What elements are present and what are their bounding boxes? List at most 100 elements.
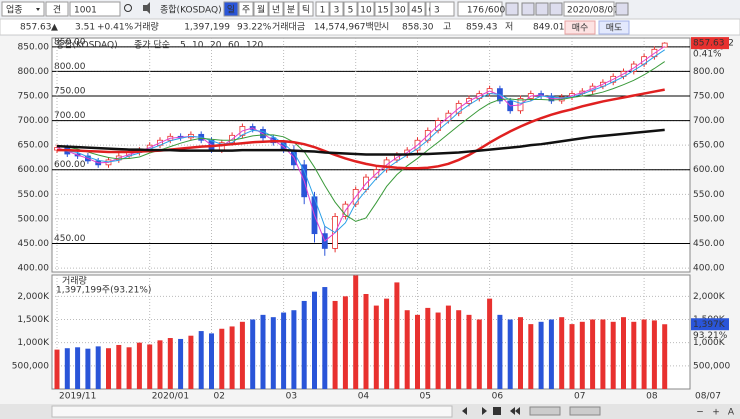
scroll-track[interactable] bbox=[51, 405, 453, 418]
y2-tick-label: 600.00 bbox=[693, 165, 725, 175]
dropdown-icon bbox=[36, 8, 40, 11]
period-label: 주 bbox=[242, 5, 250, 16]
open: 858.30 bbox=[402, 23, 434, 33]
y-tick-label: 750.00 bbox=[18, 92, 50, 102]
sell: 매도 bbox=[606, 23, 623, 34]
volume-bar bbox=[322, 287, 328, 389]
legend-subtitle: 종가 단순 bbox=[134, 40, 170, 51]
scroll-right[interactable] bbox=[482, 407, 487, 415]
x-tick-label: 06 bbox=[492, 392, 504, 402]
volume-bar bbox=[126, 347, 132, 389]
market-select[interactable] bbox=[1, 1, 45, 17]
volume-bar bbox=[353, 275, 359, 389]
code-box[interactable] bbox=[69, 1, 121, 17]
volume-bar bbox=[528, 324, 534, 389]
sell-button[interactable] bbox=[598, 20, 630, 35]
level-label: 800.00 bbox=[54, 62, 86, 72]
high-label: 고 bbox=[443, 23, 451, 33]
zoom-slider[interactable] bbox=[569, 406, 601, 416]
y2-tick-label: 750.00 bbox=[693, 92, 725, 102]
period-tab[interactable] bbox=[238, 1, 254, 17]
interval-tab[interactable] bbox=[315, 1, 330, 17]
rewind-icon[interactable] bbox=[510, 407, 520, 415]
tab-box[interactable] bbox=[45, 1, 69, 17]
calendar-icon[interactable] bbox=[615, 2, 629, 16]
volume-bar bbox=[569, 324, 575, 389]
zoom-slider[interactable] bbox=[529, 406, 561, 416]
amount-label: 거래대금 bbox=[272, 22, 305, 33]
date-box[interactable] bbox=[563, 1, 615, 17]
volume-bar bbox=[435, 312, 441, 389]
ma-line bbox=[56, 45, 665, 242]
volume-bar bbox=[116, 344, 122, 389]
buy: 매수 bbox=[572, 23, 589, 34]
volume-label: 거래량 bbox=[134, 21, 159, 33]
interval-tab[interactable] bbox=[408, 1, 426, 17]
zoom-out[interactable]: − bbox=[696, 408, 704, 418]
tool-icon[interactable] bbox=[549, 2, 563, 16]
interval-tab[interactable] bbox=[329, 1, 344, 17]
ma-line bbox=[56, 49, 665, 234]
change-label: 0.41% bbox=[693, 50, 722, 60]
code: 1001 bbox=[74, 6, 97, 16]
volume-bar bbox=[507, 319, 513, 389]
tool-icon[interactable] bbox=[535, 2, 549, 16]
volume-bar bbox=[548, 319, 554, 389]
volume-bar bbox=[188, 335, 194, 389]
level-label: 750.00 bbox=[54, 87, 86, 97]
volume-subtitle: 1,397,199주(93.21%) bbox=[56, 285, 151, 296]
interval-tab[interactable] bbox=[357, 1, 375, 17]
volume-bar bbox=[198, 331, 204, 389]
count-unit: 3 bbox=[434, 6, 440, 16]
volume-bar bbox=[384, 298, 390, 389]
stop-icon[interactable] bbox=[493, 407, 501, 415]
volume-bar bbox=[497, 314, 503, 389]
volume-bar bbox=[651, 320, 657, 389]
zoom-in[interactable]: + bbox=[712, 408, 720, 418]
sound-icon[interactable] bbox=[143, 2, 150, 14]
level-label: 600.00 bbox=[54, 160, 86, 170]
volume-bar bbox=[342, 296, 348, 389]
interval-tab[interactable] bbox=[343, 1, 358, 17]
volume-bar bbox=[167, 338, 173, 389]
count-unit-box[interactable] bbox=[429, 1, 455, 17]
count-box[interactable] bbox=[457, 1, 503, 17]
count-max: /600 bbox=[485, 6, 505, 16]
volume-bar bbox=[85, 348, 91, 389]
tool-icon[interactable] bbox=[505, 2, 519, 16]
period-tab[interactable] bbox=[268, 1, 284, 17]
y-tick-label: 800.00 bbox=[18, 67, 50, 77]
tool-icon[interactable] bbox=[521, 2, 535, 16]
y-tick-label: 450.00 bbox=[18, 239, 50, 249]
volume-bar bbox=[95, 346, 101, 389]
legend-item: 10 bbox=[192, 41, 204, 51]
interval-tab[interactable] bbox=[391, 1, 409, 17]
interval-label: 1 bbox=[320, 6, 326, 16]
volume-pct: 93.22% bbox=[237, 23, 272, 33]
period-tab[interactable] bbox=[253, 1, 269, 17]
period-tab[interactable] bbox=[283, 1, 299, 17]
interval-tab[interactable] bbox=[374, 1, 392, 17]
chart: 850.00 850.00 800.00 800.00 750.00 750.00 700.… bbox=[12, 37, 734, 402]
volume-bar bbox=[209, 333, 214, 389]
date: 2020/08/07 bbox=[567, 6, 619, 16]
period-tab[interactable] bbox=[223, 1, 239, 17]
interval-label: 45 bbox=[411, 6, 422, 16]
volume: 1,397,199 bbox=[184, 23, 230, 33]
auto-scale[interactable]: A bbox=[728, 408, 735, 418]
period-label: 분 bbox=[287, 5, 295, 16]
period-tab[interactable] bbox=[298, 1, 314, 17]
interval-label: 5 bbox=[348, 6, 354, 16]
volume-bar bbox=[136, 342, 142, 389]
x-tick-label: 05 bbox=[420, 392, 431, 402]
buy-button[interactable] bbox=[564, 20, 596, 35]
y-tick-label: 1,000K bbox=[17, 338, 50, 348]
volume-bar bbox=[445, 305, 451, 389]
volume-bar bbox=[219, 328, 225, 389]
scroll-left[interactable] bbox=[462, 407, 467, 415]
volume-bar bbox=[147, 344, 153, 389]
search-icon[interactable] bbox=[124, 4, 132, 12]
volume-bar bbox=[466, 314, 472, 389]
low: 849.01 bbox=[533, 23, 565, 33]
